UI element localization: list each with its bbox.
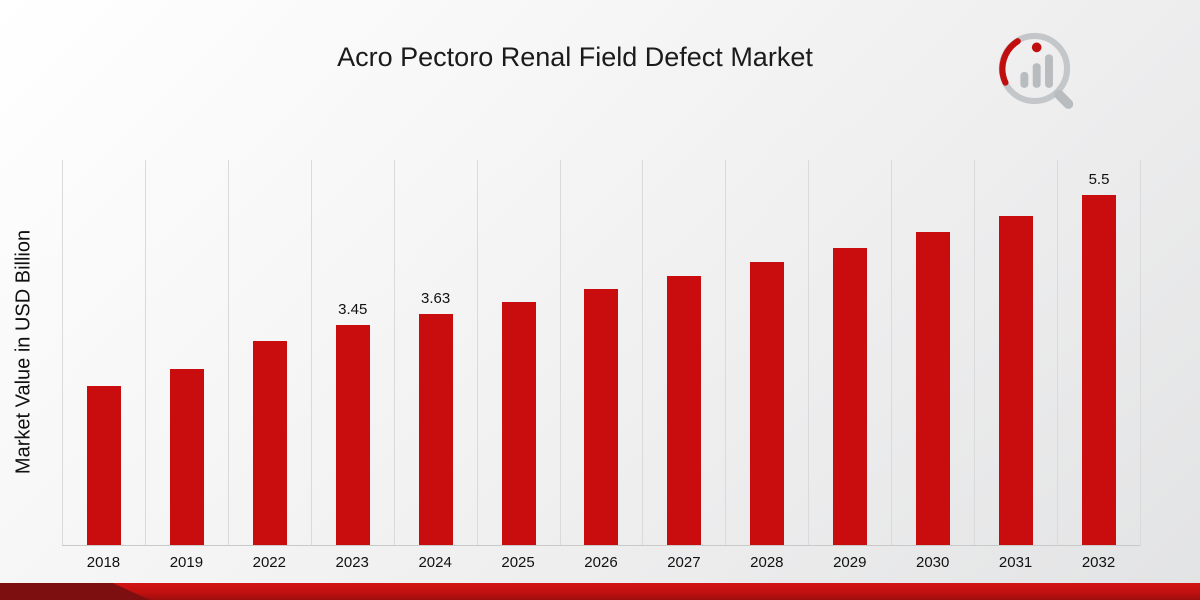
grid-column-2032: 5.5 <box>1057 160 1140 545</box>
bar-2022 <box>252 341 287 545</box>
x-tick-2024: 2024 <box>418 554 452 571</box>
bar-value-label-2024: 3.63 <box>421 290 451 307</box>
footer-ribbon-dark-segment <box>0 583 150 600</box>
grid-column-2023: 3.45 <box>310 160 394 545</box>
bar-2029 <box>833 247 868 545</box>
grid-column-2026 <box>559 160 643 545</box>
x-tick-2018: 2018 <box>86 554 121 571</box>
y-axis-label: Market Value in USD Billion <box>12 229 35 475</box>
grid-column-2031 <box>974 160 1057 545</box>
x-tick-2026: 2026 <box>584 554 618 571</box>
x-tick-2031: 2031 <box>998 554 1033 571</box>
bar-chart-plot: 3.45 3.63 5.5 <box>62 160 1141 546</box>
x-tick-2027: 2027 <box>667 554 701 571</box>
grid-column-2019 <box>144 160 228 545</box>
x-tick-2019: 2019 <box>169 554 204 571</box>
bar-value-label-2032: 5.5 <box>1088 171 1110 188</box>
bar-2027 <box>667 276 702 545</box>
footer-ribbon <box>0 583 1200 600</box>
grid-column-2018 <box>62 160 145 545</box>
brand-logo-svg <box>998 32 1074 109</box>
bar-2019 <box>169 368 204 545</box>
grid-column-2029 <box>808 160 891 545</box>
grid-column-2027 <box>642 160 725 545</box>
x-tick-2023: 2023 <box>335 554 369 571</box>
grid-column-2022 <box>227 160 311 545</box>
x-axis: 2018 2019 2022 2023 2024 2025 2026 2027 2028 2029… <box>62 554 1140 571</box>
x-tick-2032: 2032 <box>1081 554 1116 571</box>
bar-2023: 3.45 <box>335 301 370 545</box>
grid-column-2025 <box>476 160 560 545</box>
chart-title: Acro Pectoro Renal Field Defect Market <box>337 42 813 72</box>
bar-2028 <box>750 262 785 545</box>
bar-2032: 5.5 <box>1082 171 1117 545</box>
brand-logo-icon <box>994 28 1082 116</box>
x-tick-2029: 2029 <box>833 554 867 571</box>
grid-column-2024: 3.63 <box>393 160 477 545</box>
grid-column-2030 <box>891 160 974 545</box>
grid-column-2028 <box>725 160 808 545</box>
bar-2025 <box>501 301 536 545</box>
x-tick-2028: 2028 <box>750 554 784 571</box>
x-tick-2022: 2022 <box>252 554 286 571</box>
bar-value-label-2023: 3.45 <box>338 301 368 319</box>
bar-2018 <box>86 385 121 545</box>
x-tick-2030: 2030 <box>915 554 950 571</box>
bar-2030 <box>916 231 951 545</box>
x-tick-2025: 2025 <box>501 554 535 571</box>
bar-2024: 3.63 <box>418 290 453 545</box>
bar-2031 <box>999 216 1034 545</box>
bar-2026 <box>584 289 619 545</box>
